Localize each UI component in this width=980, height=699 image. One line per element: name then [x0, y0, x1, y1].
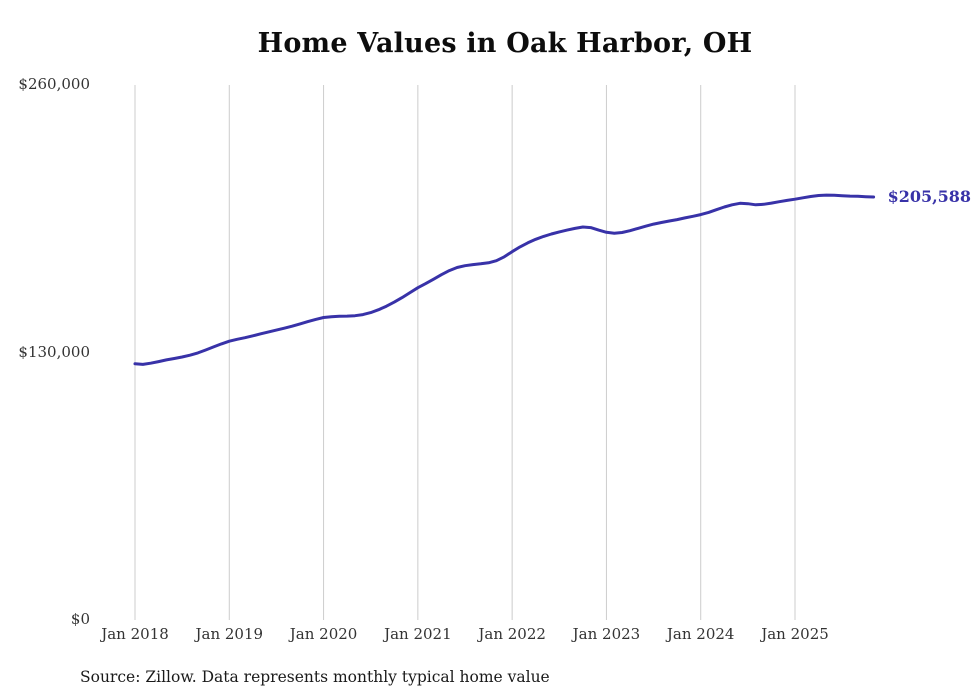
- x-axis-tick-label: Jan 2020: [289, 625, 358, 643]
- x-axis-tick-label: Jan 2019: [195, 625, 264, 643]
- y-axis-tick-label: $130,000: [18, 342, 90, 361]
- x-axis-tick-label: Jan 2023: [572, 625, 641, 643]
- x-axis-tick-label: Jan 2025: [761, 625, 829, 643]
- x-axis-tick-label: Jan 2024: [666, 625, 735, 643]
- x-axis-tick-label: Jan 2018: [101, 625, 169, 643]
- y-axis-tick-label: $260,000: [18, 75, 90, 93]
- home-value-line-series: [133, 193, 876, 366]
- latest-value-label: $205,588: [887, 186, 972, 206]
- y-axis-tick-label: $0: [70, 610, 90, 628]
- chart-title: Home Values in Oak Harbor, OH: [257, 28, 753, 59]
- x-axis-tick-label: Jan 2021: [384, 625, 452, 643]
- source-note: Source: Zillow. Data represents monthly …: [80, 668, 550, 686]
- x-axis-tick-label: Jan 2022: [478, 625, 546, 643]
